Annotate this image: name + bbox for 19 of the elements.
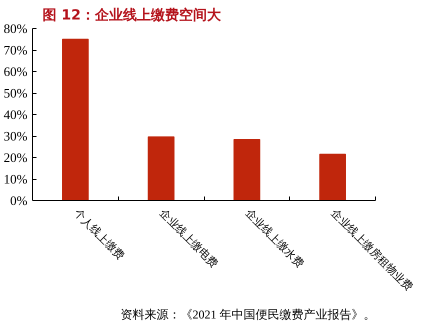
y-tick-label: 60% [4,64,28,79]
y-tick-label: 70% [4,42,28,58]
y-tick-label: 30% [4,128,28,144]
bar [148,136,174,200]
x-tick-label: 企业线上缴电费 [156,206,221,270]
text: 资料来源：《2021 年中国便民缴费产业报告》。 [120,308,376,322]
x-tick-label: 企业线上缴房租物业费 [328,206,416,294]
y-tick-label: 80% [4,21,28,36]
y-tick-label: 40% [4,107,28,122]
x-tick-label: 个人线上缴费 [71,206,127,262]
bar [319,154,346,200]
y-tick-label: 0% [10,193,28,208]
x-tick-label: 企业线上缴水费 [242,206,306,270]
chart-title: 图 12：企业线上缴费空间大 [42,6,222,24]
y-tick-label: 20% [4,150,28,165]
y-tick-label: 50% [4,86,28,100]
bar [234,138,260,200]
bar [62,38,89,200]
y-tick-label: 10% [4,172,28,186]
